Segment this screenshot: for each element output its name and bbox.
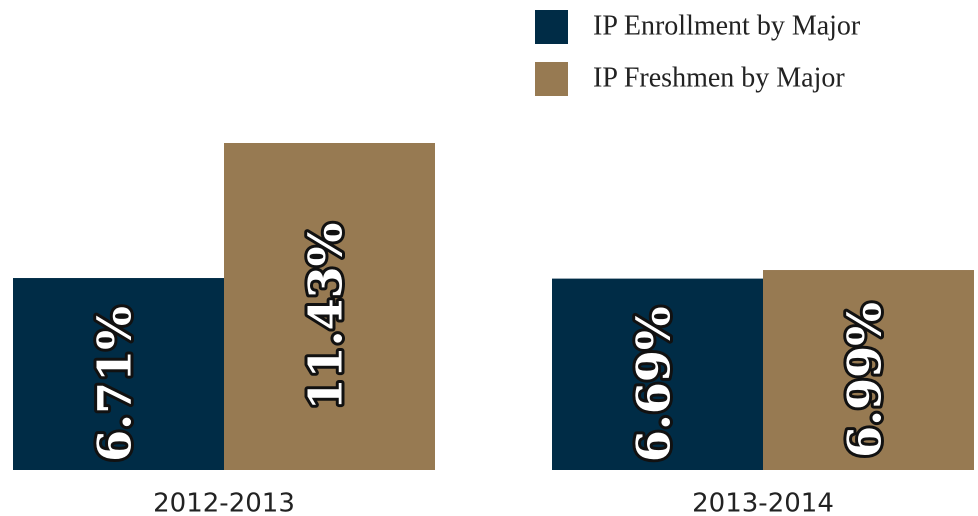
legend-label: IP Freshmen by Major	[593, 62, 845, 93]
bar	[13, 278, 224, 470]
legend-swatch	[535, 62, 568, 96]
x-tick-label: 2013-2014	[692, 489, 834, 516]
bar	[552, 278, 763, 470]
bar	[224, 143, 435, 470]
legend-label: IP Enrollment by Major	[593, 10, 861, 41]
bar	[763, 270, 974, 470]
x-tick-label: 2012-2013	[153, 489, 295, 516]
data-label: 11.43%	[299, 223, 353, 411]
legend-swatch	[535, 10, 568, 44]
data-label: 6.71%	[88, 306, 142, 462]
data-label: 6.69%	[627, 306, 681, 462]
data-label: 6.99%	[838, 302, 892, 458]
